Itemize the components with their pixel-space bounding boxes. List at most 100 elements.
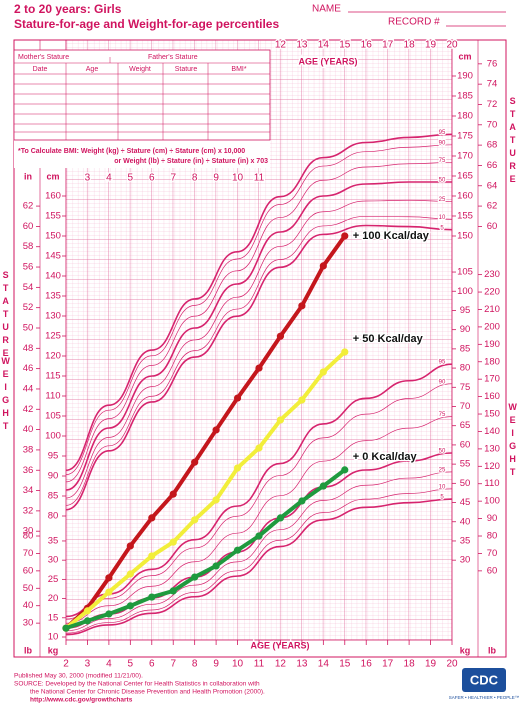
- percentile-curve: [65, 498, 453, 636]
- y-tick-label: 25: [48, 574, 59, 585]
- column-header: BMI*: [231, 66, 246, 73]
- data-point: [341, 348, 349, 356]
- x-tick-label: 2: [63, 659, 69, 670]
- y-tick-label: 165: [457, 171, 473, 182]
- y-tick-label: 190: [484, 339, 500, 350]
- title: 2 to 20 years: Girls: [14, 2, 122, 16]
- unit-label: cm: [46, 171, 59, 181]
- percentile-curve: [65, 383, 453, 620]
- y-tick-label: 155: [457, 211, 473, 222]
- footer-text: SOURCE: Developed by the National Center…: [14, 681, 260, 688]
- series-label: + 0 Kcal/day: [353, 451, 418, 463]
- series-line: [64, 234, 347, 630]
- data-point: [148, 552, 156, 560]
- x-tick-label: 3: [85, 173, 91, 184]
- y-tick-label: 90: [460, 324, 471, 335]
- y-tick-label: 85: [48, 491, 59, 502]
- weight-label-right: WEIGHT: [508, 402, 518, 480]
- data-point: [169, 538, 177, 546]
- y-tick-label: 45: [460, 497, 471, 508]
- series-label: + 100 Kcal/day: [353, 230, 430, 242]
- x-tick-label: 10: [232, 173, 244, 184]
- y-tick-label: 48: [23, 343, 34, 354]
- x-tick-label: 10: [232, 659, 244, 670]
- y-tick-label: 160: [45, 191, 61, 202]
- y-tick-label: 52: [23, 302, 34, 313]
- y-tick-label: 46: [23, 363, 34, 374]
- percentile-label: 90: [439, 379, 446, 385]
- percentile-curve: [65, 224, 453, 511]
- y-tick-label: 54: [23, 282, 34, 293]
- logo-tagline: SAFER • HEALTHIER • PEOPLE™: [449, 695, 520, 700]
- y-tick-label: 35: [460, 535, 471, 546]
- data-point: [255, 364, 263, 372]
- percentile-label: 95: [439, 360, 446, 366]
- y-tick-label: 62: [23, 201, 34, 212]
- x-tick-label: 18: [404, 40, 416, 51]
- data-point: [276, 416, 285, 424]
- y-tick-label: 50: [23, 583, 34, 594]
- percentile-curve: [65, 416, 453, 624]
- x-tick-label: 16: [361, 40, 373, 51]
- y-tick-label: 72: [487, 99, 498, 110]
- footer-link: http://www.cdc.gov/growthcharts: [30, 697, 133, 704]
- percentile-label: 50: [439, 178, 446, 184]
- x-tick-label: 13: [296, 40, 308, 51]
- y-tick-label: 100: [45, 431, 61, 442]
- footer-text: Published May 30, 2000 (modified 11/21/0…: [14, 673, 143, 680]
- data-point: [341, 466, 349, 474]
- data-point: [319, 368, 327, 376]
- y-tick-label: 160: [484, 391, 500, 402]
- x-tick-label: 5: [128, 173, 134, 184]
- y-tick-label: 180: [484, 356, 500, 367]
- table-header: Father's Stature: [148, 54, 198, 61]
- y-tick-label: 120: [484, 461, 500, 472]
- y-tick-label: 80: [460, 363, 471, 374]
- y-tick-label: 70: [23, 548, 34, 559]
- bmi-note: *To Calculate BMI: Weight (kg) ÷ Stature…: [18, 148, 245, 155]
- y-tick-label: 40: [460, 516, 471, 527]
- x-tick-label: 9: [213, 659, 219, 670]
- data-point: [298, 497, 306, 505]
- x-tick-label: 9: [213, 173, 219, 184]
- y-tick-label: 115: [45, 371, 60, 382]
- x-tick-label: 13: [296, 659, 308, 670]
- y-tick-label: 130: [45, 311, 61, 322]
- x-tick-label: 14: [318, 659, 330, 670]
- data-point: [298, 396, 306, 404]
- data-point: [126, 542, 134, 550]
- y-tick-label: 210: [484, 304, 500, 315]
- y-tick-label: 40: [23, 424, 34, 435]
- y-tick-label: 95: [460, 305, 471, 316]
- column-header: Weight: [129, 66, 151, 73]
- x-tick-label: 11: [254, 173, 265, 184]
- percentile-label: 5: [440, 225, 444, 231]
- y-tick-label: 85: [460, 343, 471, 354]
- y-tick-label: 62: [487, 201, 498, 212]
- percentile-label: 75: [439, 412, 446, 418]
- x-tick-label: 8: [192, 173, 198, 184]
- data-point: [255, 444, 263, 452]
- data-point: [83, 617, 92, 625]
- y-tick-label: 42: [23, 404, 34, 415]
- subtitle: Stature-for-age and Weight-for-age perce…: [14, 17, 279, 31]
- y-tick-label: 74: [487, 79, 498, 90]
- series-line: [64, 350, 347, 630]
- percentile-label: 90: [439, 140, 446, 146]
- x-tick-label: 6: [149, 659, 155, 670]
- y-tick-label: 70: [487, 119, 498, 130]
- y-tick-label: 230: [484, 269, 500, 280]
- y-tick-label: 40: [23, 600, 34, 611]
- data-point: [83, 607, 92, 615]
- percentile-label: 10: [439, 484, 446, 490]
- data-point: [62, 624, 70, 632]
- data-point: [126, 602, 134, 610]
- y-tick-label: 80: [487, 531, 498, 542]
- y-tick-label: 70: [487, 548, 498, 559]
- y-tick-label: 140: [484, 426, 500, 437]
- x-tick-label: 20: [446, 40, 458, 51]
- percentile-curve: [65, 199, 453, 499]
- x-axis-label-bottom: AGE (YEARS): [250, 640, 309, 650]
- y-tick-label: 190: [457, 71, 473, 82]
- percentile-label: 25: [439, 467, 446, 473]
